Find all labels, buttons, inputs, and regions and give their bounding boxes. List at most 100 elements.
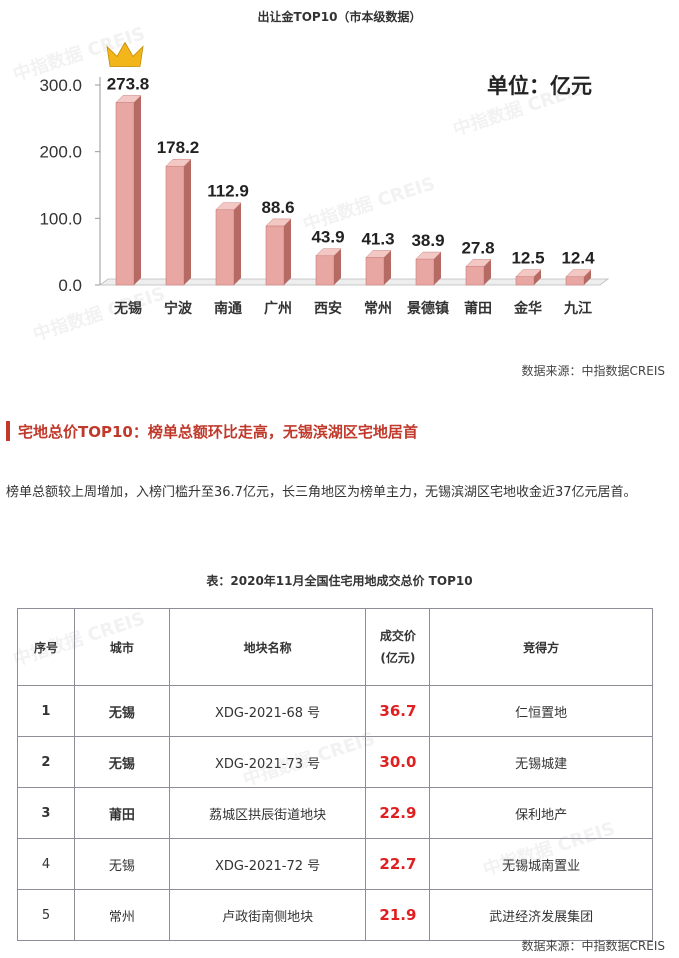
x-tick-label: 九江 (563, 300, 592, 317)
x-tick-label: 西安 (314, 300, 342, 317)
bar-top (365, 250, 392, 258)
bar-side (434, 252, 441, 285)
y-tick-label: 100.0 (39, 209, 82, 228)
x-tick-label: 常州 (364, 300, 392, 317)
crown-icon (106, 41, 144, 67)
cell-no: 2 (17, 736, 75, 788)
header-city: 城市 (73, 608, 170, 686)
header-no: 序号 (17, 608, 75, 686)
data-source-table: 数据来源：中指数据CREIS (521, 939, 665, 953)
data-label: 12.4 (561, 249, 595, 268)
bar (265, 225, 285, 286)
bar (465, 266, 485, 286)
table-row: 4 无锡 XDG-2021-72 号 22.7 无锡城南置业 (17, 838, 653, 890)
data-source-chart: 数据来源：中指数据CREIS (521, 364, 665, 378)
summary-paragraph: 榜单总额较上周增加，入榜门槛升至36.7亿元，长三角地区为榜单主力，无锡滨湖区宅… (6, 485, 637, 500)
x-tick-label: 南通 (214, 300, 242, 317)
cell-buyer: 无锡城建 (429, 736, 653, 788)
cell-buyer: 仁恒置地 (429, 685, 653, 737)
data-label: 43.9 (311, 228, 344, 247)
cell-no: 1 (17, 685, 75, 737)
table-header-row: 序号 城市 地块名称 成交价 (亿元) 竞得方 (17, 608, 653, 686)
bar (415, 258, 435, 286)
bar-side (134, 95, 141, 285)
table-title: 表：2020年11月全国住宅用地成交总价 TOP10 (206, 574, 473, 588)
bar-top (415, 251, 442, 260)
cell-plot: 卢政街南侧地块 (168, 889, 367, 941)
y-tick-label: 200.0 (39, 143, 82, 162)
header-price: 成交价 (亿元) (365, 608, 431, 686)
cell-city: 莆田 (73, 787, 170, 839)
bar-side (234, 202, 241, 285)
table-row: 5 常州 卢政街南侧地块 21.9 武进经济发展集团 (17, 889, 653, 941)
bar-top (465, 259, 492, 267)
heading-accent-bar (6, 421, 10, 441)
x-tick-label: 景德镇 (407, 300, 449, 317)
bar-top (565, 269, 592, 277)
x-tick-label: 无锡 (113, 300, 142, 317)
cell-city: 无锡 (73, 736, 170, 788)
cell-no: 4 (17, 838, 75, 890)
cell-plot: 荔城区拱辰街道地块 (168, 787, 367, 839)
bar (165, 165, 185, 286)
header-buyer: 竞得方 (429, 608, 653, 686)
bar-side (334, 248, 341, 285)
cell-price: 22.7 (365, 838, 431, 890)
bar-top (315, 248, 342, 256)
bar (565, 276, 585, 286)
y-tick-label: 300.0 (39, 76, 82, 95)
x-tick-label: 金华 (513, 300, 542, 317)
bar-side (384, 250, 391, 285)
cell-price: 36.7 (365, 685, 431, 737)
chart-title: 出让金TOP10（市本级数据） (257, 10, 422, 24)
cell-no: 3 (17, 787, 75, 839)
header-plot: 地块名称 (168, 608, 367, 686)
section-heading: 宅地总价TOP10：榜单总额环比走高，无锡滨湖区宅地居首 (6, 420, 418, 442)
bar-side (584, 269, 591, 285)
cell-price: 30.0 (365, 736, 431, 788)
data-label: 112.9 (207, 182, 249, 201)
x-tick-label: 莆田 (464, 300, 492, 317)
table-row: 1 无锡 XDG-2021-68 号 36.7 仁恒置地 (17, 685, 653, 737)
data-label: 88.6 (261, 198, 294, 217)
header-price-line1: 成交价 (379, 629, 416, 643)
cell-buyer: 保利地产 (429, 787, 653, 839)
unit-label: 单位：亿元 (487, 74, 592, 98)
bar-side (184, 159, 191, 285)
top10-table: 序号 城市 地块名称 成交价 (亿元) 竞得方 1 无锡 XDG-2021-68… (17, 608, 653, 941)
bar-side (284, 218, 291, 285)
cell-plot: XDG-2021-72 号 (168, 838, 367, 890)
section-heading-text: 宅地总价TOP10：榜单总额环比走高，无锡滨湖区宅地居首 (18, 422, 418, 441)
data-label: 38.9 (411, 231, 444, 250)
table-row: 2 无锡 XDG-2021-73 号 30.0 无锡城建 (17, 736, 653, 788)
cell-price: 22.9 (365, 787, 431, 839)
cell-city: 常州 (73, 889, 170, 941)
bar (215, 209, 235, 286)
cell-price: 21.9 (365, 889, 431, 941)
bar-side (534, 269, 541, 285)
bar-top (515, 269, 542, 277)
data-label: 41.3 (361, 229, 394, 248)
x-tick-label: 宁波 (164, 300, 193, 317)
cell-buyer: 武进经济发展集团 (429, 889, 653, 941)
cell-plot: XDG-2021-68 号 (168, 685, 367, 737)
cell-city: 无锡 (73, 838, 170, 890)
data-label: 12.5 (511, 249, 544, 268)
bar (315, 255, 335, 286)
data-label: 178.2 (157, 138, 200, 157)
bar-side (484, 259, 491, 285)
bar-top (215, 202, 242, 210)
table-row: 3 莆田 荔城区拱辰街道地块 22.9 保利地产 (17, 787, 653, 839)
bar-top (265, 218, 292, 227)
data-label: 273.8 (107, 74, 150, 93)
bar-top (165, 158, 192, 167)
bar-chart: 0.0 100.0 200.0 300.0 273.8 无锡 178.2 宁波 112.9 南通 8… (39, 41, 610, 317)
bar (515, 276, 535, 286)
y-tick-label: 0.0 (58, 276, 82, 295)
x-tick-label: 广州 (264, 300, 292, 317)
bar (365, 257, 385, 286)
cell-plot: XDG-2021-73 号 (168, 736, 367, 788)
header-price-line2: (亿元) (380, 651, 416, 665)
cell-city: 无锡 (73, 685, 170, 737)
bar (115, 102, 135, 286)
